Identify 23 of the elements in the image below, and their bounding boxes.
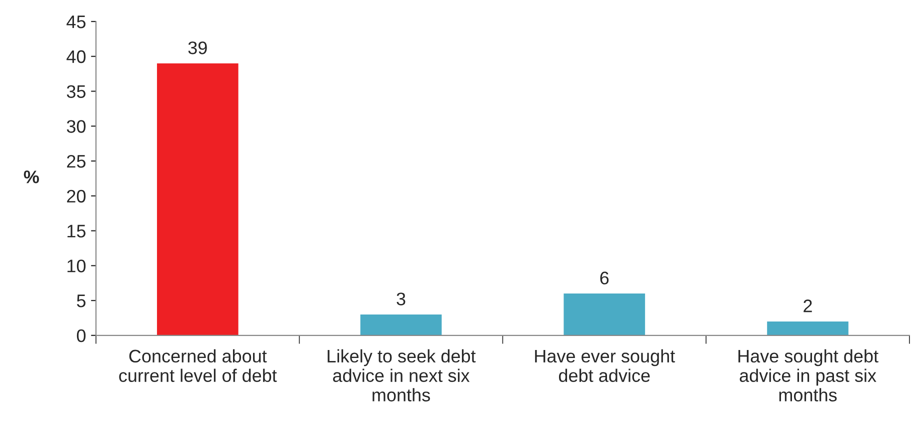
data-label: 39 — [188, 41, 207, 54]
y-axis-title: % — [24, 170, 39, 184]
y-tick-label: 30 — [66, 120, 86, 133]
y-tick-label: 45 — [66, 16, 86, 28]
y-tick-label: 35 — [66, 85, 86, 98]
bar — [767, 321, 848, 336]
y-tick-label: 20 — [67, 190, 86, 203]
data-label: 6 — [600, 272, 609, 284]
x-tick-label: Have sought debt advice in past six months — [738, 349, 878, 402]
y-tick-label: 15 — [68, 224, 86, 238]
y-tick-label: 10 — [68, 260, 86, 272]
y-tick-label: 25 — [67, 154, 86, 168]
x-tick-label: Likely to seek debt advice in next six months — [328, 349, 476, 402]
y-tick-label: 0 — [76, 329, 86, 342]
bar — [360, 314, 442, 336]
y-tick-label: 40 — [66, 50, 86, 64]
x-tick-label: Concerned about current level of debt — [119, 349, 277, 382]
data-label: 3 — [396, 292, 406, 306]
y-tick-label: 5 — [76, 294, 86, 308]
data-label: 2 — [804, 300, 812, 312]
bar — [156, 63, 238, 336]
x-tick-label: Have ever sought debt advice — [535, 349, 676, 382]
bar — [564, 294, 646, 336]
